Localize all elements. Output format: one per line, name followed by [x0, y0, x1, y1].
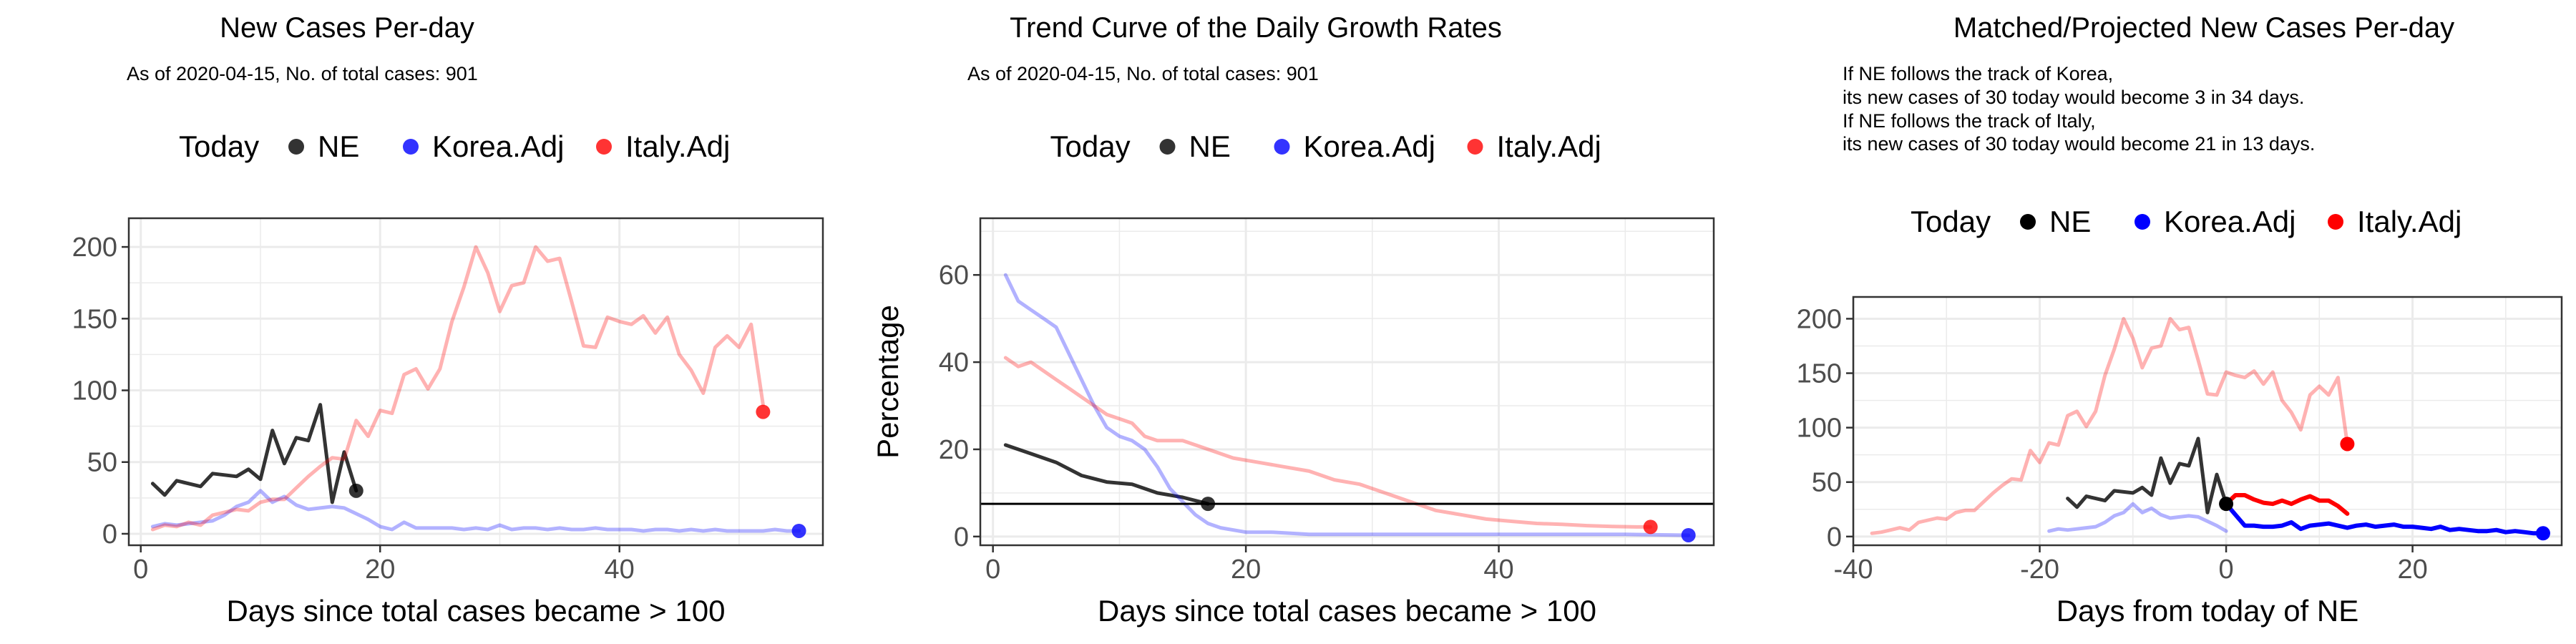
series-line-ne-0 — [1003, 443, 1210, 506]
y-tick-label: 0 — [102, 519, 117, 550]
today-point-korea — [791, 523, 806, 538]
y-tick-label: 150 — [72, 304, 117, 334]
y-tick-label: 50 — [87, 448, 117, 478]
legend-title: Today — [1050, 130, 1131, 163]
legend-key-italy — [1467, 139, 1483, 155]
legend-label-ne: NE — [1189, 130, 1231, 163]
legend-title: Today — [1911, 205, 1991, 238]
y-tick-label: 100 — [72, 376, 117, 406]
x-axis-label: Days since total cases became > 100 — [1098, 594, 1596, 628]
series-line-korea-4 — [2224, 502, 2545, 536]
x-tick-label: -40 — [1834, 555, 1873, 585]
legend-label-ne: NE — [318, 130, 359, 163]
x-axis-label: Days from today of NE — [2057, 594, 2358, 628]
x-tick-label: 20 — [365, 555, 395, 585]
x-tick-label: 0 — [133, 555, 148, 585]
y-tick-label: 150 — [1797, 359, 1842, 389]
y-tick-label: 200 — [72, 233, 117, 263]
chart-title: Matched/Projected New Cases Per-day — [1953, 12, 2454, 44]
y-tick-label: 20 — [939, 435, 969, 465]
panel-border — [979, 217, 1715, 547]
legend: Today NE Korea.Adj Italy.Adj — [1050, 130, 1601, 163]
plot-area — [1870, 316, 2550, 541]
series-line-ne-0 — [150, 403, 358, 504]
series-line-korea-1 — [2047, 502, 2228, 533]
y-tick-label: 100 — [1797, 414, 1842, 444]
chart-title: New Cases Per-day — [220, 12, 474, 44]
series-line-italy-2 — [1003, 356, 1653, 529]
y-axis-label: Percentage — [871, 305, 904, 459]
today-point-ne — [348, 483, 364, 498]
legend-key-italy — [2328, 214, 2343, 230]
chart-title: Trend Curve of the Daily Growth Rates — [1010, 12, 1502, 44]
grid — [129, 218, 823, 545]
series-line-ne-2 — [2066, 436, 2228, 514]
legend-key-ne — [2020, 214, 2036, 230]
x-tick-label: -20 — [2020, 555, 2059, 585]
series-line-korea-1 — [1003, 273, 1691, 537]
chart-panel-2: Trend Curve of the Daily Growth Rates As … — [871, 12, 1715, 628]
legend-key-ne — [288, 139, 304, 155]
plot-area — [980, 273, 1714, 542]
legend: Today NE Korea.Adj Italy.Adj — [179, 130, 730, 163]
legend-label-italy: Italy.Adj — [625, 130, 730, 163]
y-tick-label: 40 — [939, 348, 969, 378]
today-point-italy — [756, 404, 771, 419]
x-tick-label: 20 — [1231, 555, 1261, 585]
legend-label-korea: Korea.Adj — [432, 130, 564, 163]
y-tick-label: 0 — [1827, 522, 1842, 552]
legend-key-italy — [596, 139, 612, 155]
chart-subtitle: As of 2020-04-15, No. of total cases: 90… — [127, 63, 478, 84]
chart-subtitle: its new cases of 30 today would become 2… — [1843, 133, 2315, 155]
grid — [980, 218, 1714, 545]
legend-label-korea: Korea.Adj — [1304, 130, 1435, 163]
chart-panel-3: Matched/Projected New Cases Per-day If NE… — [1797, 12, 2563, 628]
legend-label-ne: NE — [2049, 205, 2091, 238]
x-tick-label: 40 — [605, 555, 635, 585]
legend-label-italy: Italy.Adj — [2357, 205, 2462, 238]
chart-subtitle: If NE follows the track of Korea, — [1843, 63, 2113, 84]
x-tick-label: 40 — [1483, 555, 1513, 585]
x-axis-label: Days since total cases became > 100 — [227, 594, 726, 628]
grid — [1852, 297, 2562, 545]
legend-key-korea — [2135, 214, 2150, 230]
today-point-korea — [1681, 527, 1696, 542]
panel-border — [127, 217, 824, 547]
today-point-italy — [2340, 436, 2355, 452]
series-line-korea-1 — [150, 489, 801, 533]
legend: Today NE Korea.Adj Italy.Adj — [1911, 205, 2462, 238]
x-tick-label: 0 — [2218, 555, 2233, 585]
plot-area — [150, 245, 806, 538]
panel-border — [1852, 296, 2563, 547]
legend-key-ne — [1159, 139, 1176, 155]
y-tick-label: 200 — [1797, 304, 1842, 334]
chart-subtitle: If NE follows the track of Italy, — [1843, 110, 2096, 132]
x-tick-label: 0 — [985, 555, 1000, 585]
today-point-korea — [2535, 526, 2550, 541]
y-tick-label: 0 — [954, 522, 969, 552]
today-point-italy — [1643, 519, 1658, 535]
legend-label-italy: Italy.Adj — [1497, 130, 1601, 163]
chart-subtitle: As of 2020-04-15, No. of total cases: 90… — [967, 63, 1319, 84]
today-point-ne — [1201, 497, 1216, 512]
series-line-italy-2 — [150, 245, 765, 532]
legend-title: Today — [179, 130, 259, 163]
legend-key-korea — [1274, 139, 1290, 155]
today-point-ne — [2219, 497, 2234, 512]
legend-key-korea — [403, 139, 419, 155]
chart-subtitle: its new cases of 30 today would become 3… — [1843, 87, 2304, 108]
legend-label-korea: Korea.Adj — [2164, 205, 2296, 238]
x-tick-label: 20 — [2397, 555, 2427, 585]
y-tick-label: 60 — [939, 260, 969, 291]
series-line-italy-0 — [1870, 316, 2349, 535]
y-tick-label: 50 — [1812, 468, 1842, 498]
series-line-italy-3 — [2224, 493, 2350, 516]
chart-panel-1: New Cases Per-day As of 2020-04-15, No. o… — [72, 12, 824, 628]
